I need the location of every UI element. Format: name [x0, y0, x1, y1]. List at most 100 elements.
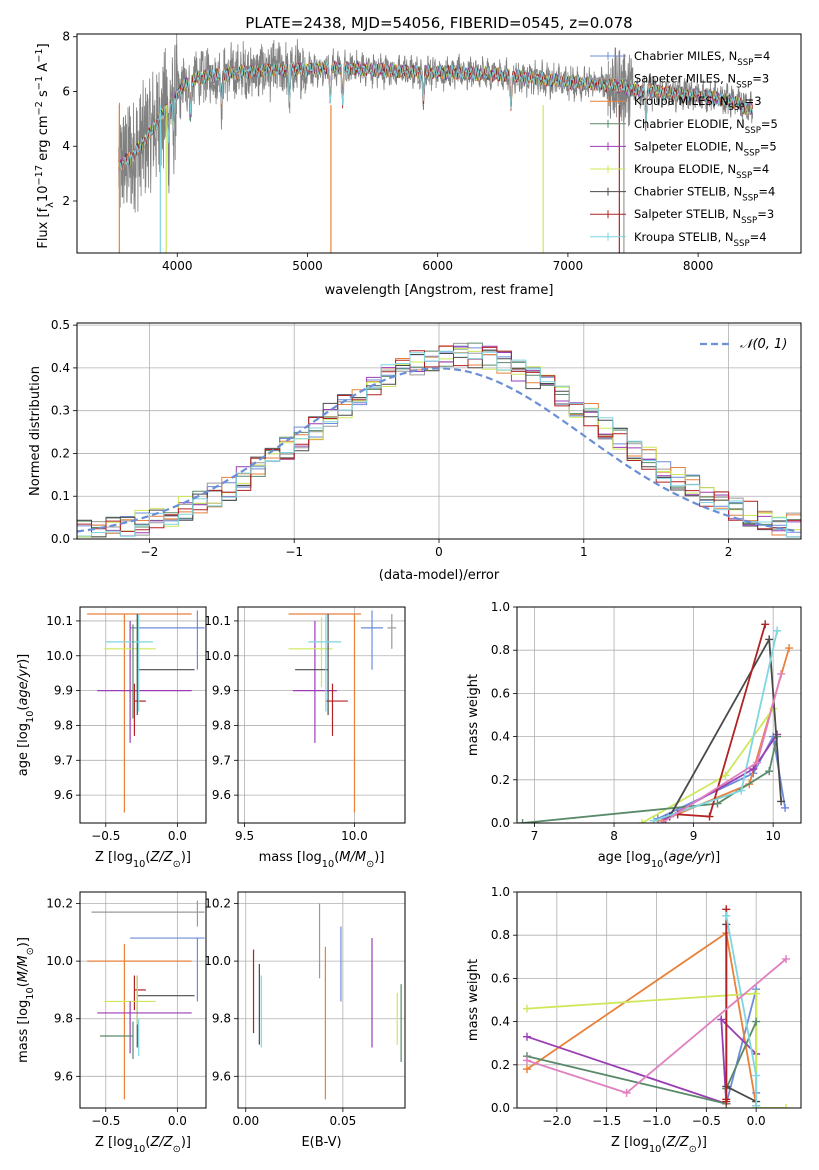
spectrum-axes-xtick-label: 5000 — [292, 259, 323, 273]
residual-axes-ytick-label: 0.0 — [51, 532, 70, 546]
weight-z-axes-marker — [752, 1017, 761, 1026]
weight-z-axes-series — [522, 1015, 761, 1108]
weight-age-axes-marker — [713, 799, 722, 808]
weight-age-axes-marker — [657, 819, 666, 823]
spectrum-axes-xtick-label: 6000 — [422, 259, 453, 273]
spectrum-title: PLATE=2438, MJD=54056, FIBERID=0545, z=0… — [245, 14, 632, 32]
legend-label: Chabrier STELIB, NSSP=4 — [634, 185, 775, 204]
spectrum-axes: 4000 5000 6000 7000 8000 2 4 6 8 PLATE=2438, MJD=… — [34, 14, 802, 298]
residual-legend: 𝒩(0, 1) — [700, 337, 787, 352]
legend-label: Salpeter STELIB, NSSP=3 — [634, 207, 774, 226]
mass-z-axes-ytick-label: 10.0 — [46, 954, 73, 968]
age-z-axes-xtick-label: −0.5 — [91, 829, 120, 843]
mass-z-axes-errorbar — [133, 975, 146, 1011]
mass-z-axes-errorbar — [136, 975, 195, 1048]
weight-age-axes: 7 8 9 10 0.0 0.2 0.4 0.6 0.8 1.0 age [log10(age/yr… — [466, 600, 802, 870]
weight-z-axes-marker — [752, 1071, 761, 1080]
residual-axes-ytick-label: 0.3 — [51, 404, 70, 418]
spectrum-axes-frame — [76, 33, 802, 254]
weight-age-axes-series — [637, 704, 778, 823]
spectrum-axes-ytick-label: 8 — [62, 30, 70, 44]
weight-z-axes: −2.0 −1.5 −1.0 −0.5 0.0 0.0 0.2 0.4 0.6 0.8 1.0 Z [… — [466, 885, 802, 1155]
weight-age-axes-xlabel: age [log10(age/yr)] — [598, 850, 721, 870]
weight-z-axes-frame — [516, 891, 802, 1109]
weight-z-axes-marker — [782, 954, 791, 963]
weight-z-axes-series — [722, 920, 761, 1106]
weight-age-axes-marker — [777, 797, 786, 806]
weight-age-axes-line — [668, 636, 782, 817]
age-mass-axes-xtick-label: 9.5 — [235, 829, 254, 843]
age-mass-axes: 9.5 10.0 9.6 9.7 9.8 9.9 10.0 10.1 mass [log10(M… — [204, 606, 406, 870]
mass-ebv-axes-ytick-label: 10.0 — [204, 954, 231, 968]
weight-age-axes-xtick-label: 8 — [610, 829, 618, 843]
residual-ylabel: Normed distribution — [28, 366, 43, 496]
weight-z-axes-line — [526, 992, 787, 1108]
mass-z-axes-errorbar — [100, 1021, 134, 1060]
weight-z-axes-xtick-label: −2.0 — [542, 1114, 571, 1128]
legend-label: Kroupa ELODIE, NSSP=4 — [634, 162, 769, 181]
mass-ebv-axes: 0.00 0.05 9.6 9.8 10.0 10.2 E(B-V) — [204, 891, 406, 1150]
age-mass-axes-ytick-label: 10.1 — [204, 614, 231, 628]
age-mass-axes-ytick-label: 9.7 — [212, 753, 231, 767]
age-z-axes-plot-area — [87, 610, 205, 813]
weight-z-axes-ytick-label: 0.4 — [491, 1015, 510, 1029]
weight-age-axes-marker — [781, 803, 790, 812]
age-z-axes-frame — [79, 606, 207, 824]
weight-z-axes-series — [722, 985, 761, 1108]
age-z-axes-errorbar — [130, 610, 205, 670]
legend-label: Kroupa MILES, NSSP=3 — [634, 94, 762, 113]
mass-z-axes-errorbar — [87, 943, 192, 1100]
weight-age-axes-marker — [777, 669, 786, 678]
legend-label: Salpeter ELODIE, NSSP=5 — [634, 139, 777, 158]
weight-age-axes-marker — [765, 767, 774, 776]
weight-z-axes-ytick-label: 0.0 — [491, 1101, 510, 1115]
age-mass-axes-errorbar — [295, 613, 329, 715]
weight-z-axes-xtick-label: −0.5 — [692, 1114, 721, 1128]
weight-age-axes-ytick-label: 0.6 — [491, 686, 510, 700]
age-mass-axes-ytick-label: 10.0 — [204, 649, 231, 663]
mass-z-axes-ylabel: mass [log10(M/M⊙)] — [16, 937, 36, 1063]
spectrum-ylabel: Flux [fλ10−17 erg cm−2 s−1 A−1] — [34, 43, 56, 248]
weight-z-axes-ytick-label: 0.2 — [491, 1058, 510, 1072]
age-mass-axes-errorbar — [288, 613, 362, 813]
weight-z-axes-marker — [722, 911, 731, 920]
weight-age-axes-marker — [637, 819, 646, 823]
age-z-axes-ytick-label: 9.8 — [54, 718, 73, 732]
weight-age-axes-marker — [705, 812, 714, 821]
age-z-axes-xlabel: Z [log10(Z/Z⊙)] — [95, 850, 191, 870]
mass-ebv-axes-xtick-label: 0.05 — [330, 1114, 357, 1128]
weight-z-axes-marker — [522, 1065, 531, 1074]
age-z-axes-ytick-label: 10.1 — [46, 614, 73, 628]
age-mass-axes-errorbar — [308, 613, 342, 712]
weight-age-axes-marker — [785, 644, 794, 653]
weight-z-axes-ylabel: mass weight — [466, 959, 481, 1041]
weight-age-axes-ytick-label: 1.0 — [491, 600, 510, 614]
weight-z-axes-ytick-label: 0.6 — [491, 971, 510, 985]
weight-age-axes-marker — [761, 620, 770, 629]
mass-z-axes-frame — [79, 891, 207, 1109]
weight-age-axes-xtick-label: 7 — [531, 829, 539, 843]
residual-axes-xtick-label: 1 — [580, 545, 588, 559]
residual-axes-ytick-label: 0.2 — [51, 446, 70, 460]
mass-z-axes-ytick-label: 9.8 — [54, 1012, 73, 1026]
age-mass-axes-errorbar — [288, 617, 333, 688]
weight-z-axes-marker — [622, 1088, 631, 1097]
legend-label: Kroupa STELIB, NSSP=4 — [634, 230, 767, 249]
age-z-axes-errorbar — [87, 613, 192, 813]
spectrum-model-line — [118, 60, 753, 172]
mass-ebv-axes-ytick-label: 9.8 — [212, 1012, 231, 1026]
age-mass-axes-ytick-label: 9.6 — [212, 788, 231, 802]
weight-age-axes-marker — [753, 758, 762, 767]
weight-z-axes-ytick-label: 1.0 — [491, 885, 510, 899]
weight-age-axes-plot-area — [518, 620, 794, 823]
weight-age-axes-marker — [765, 635, 774, 644]
spectrum-axes-xtick-label: 8000 — [683, 259, 714, 273]
weight-age-axes-series — [657, 669, 786, 823]
age-z-axes-ylabel: age [log10(age/yr)] — [16, 654, 36, 777]
weight-z-axes-marker — [522, 1004, 531, 1013]
mass-z-axes-ytick-label: 9.6 — [54, 1069, 73, 1083]
weight-z-axes-marker — [752, 989, 761, 998]
age-mass-axes-ytick-label: 9.9 — [212, 684, 231, 698]
legend-label: Chabrier ELODIE, NSSP=5 — [634, 117, 778, 136]
weight-age-axes-marker — [721, 771, 730, 780]
